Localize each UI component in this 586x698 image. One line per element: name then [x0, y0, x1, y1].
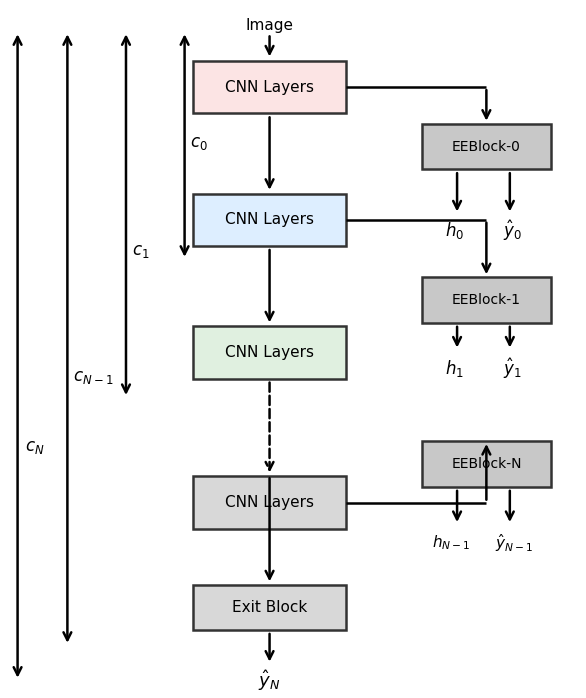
FancyBboxPatch shape: [193, 61, 346, 113]
Text: $c_0$: $c_0$: [190, 134, 208, 152]
Text: CNN Layers: CNN Layers: [225, 345, 314, 360]
Text: EEBlock-1: EEBlock-1: [452, 293, 521, 307]
Text: $\hat{y}_N$: $\hat{y}_N$: [258, 668, 281, 693]
Text: Exit Block: Exit Block: [232, 600, 307, 615]
Text: $\hat{y}_1$: $\hat{y}_1$: [503, 356, 522, 381]
Text: EEBlock-N: EEBlock-N: [451, 457, 522, 471]
Text: $\hat{y}_0$: $\hat{y}_0$: [503, 218, 522, 243]
FancyBboxPatch shape: [193, 585, 346, 630]
Text: $c_{N-1}$: $c_{N-1}$: [73, 368, 114, 386]
Text: CNN Layers: CNN Layers: [225, 495, 314, 510]
FancyBboxPatch shape: [422, 124, 551, 170]
Text: EEBlock-0: EEBlock-0: [452, 140, 521, 154]
FancyBboxPatch shape: [193, 193, 346, 246]
Text: CNN Layers: CNN Layers: [225, 80, 314, 95]
FancyBboxPatch shape: [422, 277, 551, 322]
Text: $h_1$: $h_1$: [445, 358, 464, 379]
FancyBboxPatch shape: [193, 327, 346, 378]
Text: $c_N$: $c_N$: [25, 438, 44, 456]
Text: $c_1$: $c_1$: [132, 242, 149, 260]
Text: Image: Image: [246, 18, 294, 34]
Text: $\hat{y}_{N-1}$: $\hat{y}_{N-1}$: [495, 532, 534, 554]
Text: $h_{N-1}$: $h_{N-1}$: [432, 534, 471, 552]
Text: CNN Layers: CNN Layers: [225, 212, 314, 228]
FancyBboxPatch shape: [193, 476, 346, 529]
FancyBboxPatch shape: [422, 442, 551, 487]
Text: $h_0$: $h_0$: [445, 220, 464, 241]
